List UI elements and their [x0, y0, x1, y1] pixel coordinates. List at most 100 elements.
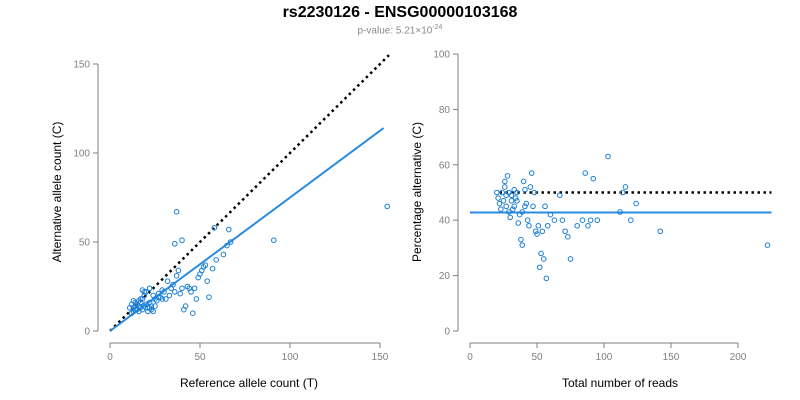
data-point [193, 296, 200, 302]
data-point [532, 228, 539, 235]
data-point [202, 262, 209, 268]
data-point [579, 217, 586, 223]
data-point [188, 289, 194, 295]
data-point [152, 303, 158, 309]
data-point [204, 278, 210, 284]
y-tick-label-right: 80 [439, 105, 451, 116]
data-point [508, 198, 515, 204]
data-point [514, 189, 520, 196]
data-point [494, 189, 500, 196]
data-point [519, 242, 526, 248]
y-tick-label-right: 40 [439, 216, 451, 227]
pvalue-exponent: -24 [432, 24, 443, 31]
x-tick-label-left: 50 [194, 352, 206, 363]
data-point [536, 264, 543, 271]
data-point [172, 240, 178, 247]
data-point [177, 290, 183, 297]
data-point [141, 289, 147, 295]
data-point [170, 281, 176, 288]
data-point [514, 198, 520, 204]
data-point [605, 153, 611, 160]
data-point [534, 231, 540, 237]
data-point [526, 222, 532, 229]
data-point [206, 294, 212, 300]
data-point [590, 175, 597, 182]
points-left [127, 203, 391, 317]
x-tick-label-left: 150 [372, 352, 389, 363]
points-right [494, 153, 771, 282]
data-point [594, 217, 601, 223]
data-point [271, 237, 277, 244]
axes-left: 0 50 100 150 0 50 100 150 [73, 60, 388, 364]
y-tick-label-right: 20 [439, 271, 451, 282]
data-point [567, 256, 574, 262]
data-point [507, 214, 514, 221]
data-point [164, 278, 171, 284]
data-point [547, 211, 554, 218]
data-point [506, 209, 512, 215]
pvalue-label: p-value: 5.21 [357, 25, 416, 37]
data-point [565, 234, 571, 240]
x-tick-label-left: 100 [282, 352, 299, 363]
data-point [657, 228, 664, 235]
y-tick-label-left: 100 [73, 149, 90, 160]
y-tick-label-left: 0 [84, 327, 90, 338]
data-point [504, 173, 511, 179]
data-point [502, 178, 508, 185]
x-tick-label-left: 0 [107, 352, 113, 363]
data-point [496, 200, 503, 207]
data-point [161, 289, 167, 295]
data-point [538, 250, 544, 257]
data-point [515, 220, 522, 226]
data-point [551, 217, 558, 223]
data-point [540, 256, 547, 262]
data-point [155, 294, 162, 300]
data-point [384, 203, 391, 210]
data-point [503, 203, 509, 210]
data-point [512, 195, 519, 201]
data-point [172, 289, 178, 295]
pvalue-times: ×10 [415, 25, 433, 37]
x-tick-label-right: 150 [663, 352, 680, 363]
data-point [628, 217, 634, 223]
data-point [506, 189, 512, 196]
data-point [585, 222, 591, 229]
y-tick-label-left: 50 [79, 238, 91, 249]
data-point [539, 228, 546, 235]
data-point [130, 297, 137, 304]
y-tick-label-right: 60 [439, 160, 451, 171]
x-tick-label-right: 50 [531, 352, 543, 363]
data-point [519, 209, 526, 215]
data-point [633, 200, 639, 207]
data-point [498, 206, 504, 212]
data-point [179, 237, 185, 244]
y-tick-label-left: 150 [73, 60, 90, 71]
data-point [542, 203, 548, 210]
data-point [495, 195, 501, 201]
data-point [522, 203, 528, 210]
data-point [191, 285, 198, 292]
data-point [619, 189, 626, 196]
data-point [764, 242, 771, 248]
y-tick-label-right: 100 [433, 50, 450, 61]
data-point [173, 273, 180, 279]
data-point [190, 310, 196, 317]
data-point [510, 206, 516, 212]
data-point [227, 239, 234, 245]
data-point [137, 296, 144, 302]
data-point [211, 224, 218, 231]
data-point [173, 208, 180, 215]
data-point [574, 222, 581, 229]
data-point [523, 200, 530, 207]
data-point [175, 267, 182, 274]
data-point [511, 203, 518, 210]
data-point [209, 265, 216, 272]
data-point [587, 217, 594, 223]
x-tick-label-right: 200 [730, 352, 747, 363]
data-point [511, 186, 518, 193]
x-tick-label-right: 100 [596, 352, 613, 363]
data-point [502, 184, 508, 190]
data-point [518, 236, 524, 243]
